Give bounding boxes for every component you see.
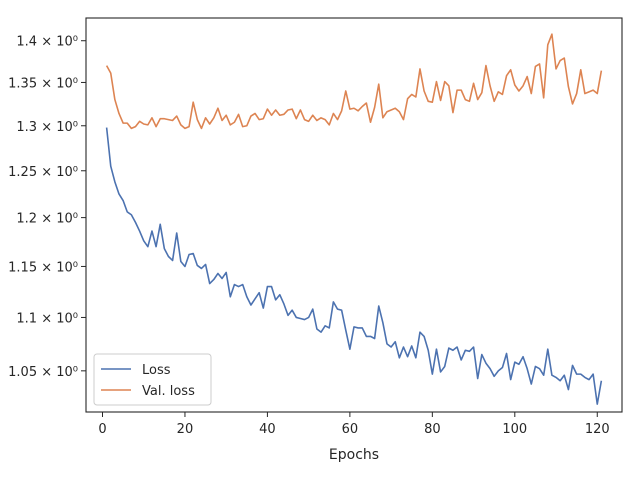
legend-label-loss: Loss — [142, 363, 171, 378]
x-tick-label: 40 — [259, 422, 276, 437]
plot-frame — [85, 17, 623, 413]
y-tick-label: 1.35 × 10⁰ — [8, 76, 78, 91]
y-tick-label: 1.25 × 10⁰ — [8, 165, 78, 180]
y-tick-label: 1.2 × 10⁰ — [16, 212, 78, 227]
y-tick-label: 1.1 × 10⁰ — [16, 311, 78, 326]
x-tick-label: 0 — [98, 422, 106, 437]
y-tick-label: 1.3 × 10⁰ — [16, 120, 78, 135]
series-line-loss — [105, 127, 603, 405]
legend-label-val-loss: Val. loss — [142, 384, 195, 399]
x-axis-label: Epochs — [329, 447, 379, 463]
legend: Loss Val. loss — [93, 353, 212, 406]
x-tick-label: 60 — [342, 422, 359, 437]
x-tick-label: 20 — [177, 422, 194, 437]
x-tick-label: 100 — [502, 422, 527, 437]
y-tick-label: 1.05 × 10⁰ — [8, 365, 78, 380]
x-axis: 0 20 40 60 80 100 120 — [98, 412, 610, 437]
y-tick-label: 1.15 × 10⁰ — [8, 260, 78, 275]
series-line-val-loss — [105, 33, 603, 130]
series-layer — [105, 33, 603, 405]
x-tick-label: 120 — [585, 422, 610, 437]
legend-box — [93, 353, 212, 406]
x-tick-label: 80 — [424, 422, 441, 437]
y-tick-label: 1.4 × 10⁰ — [16, 35, 78, 50]
y-axis: 1.05 × 10⁰ 1.1 × 10⁰ 1.15 × 10⁰ 1.2 × 10⁰ 1.… — [8, 35, 86, 380]
